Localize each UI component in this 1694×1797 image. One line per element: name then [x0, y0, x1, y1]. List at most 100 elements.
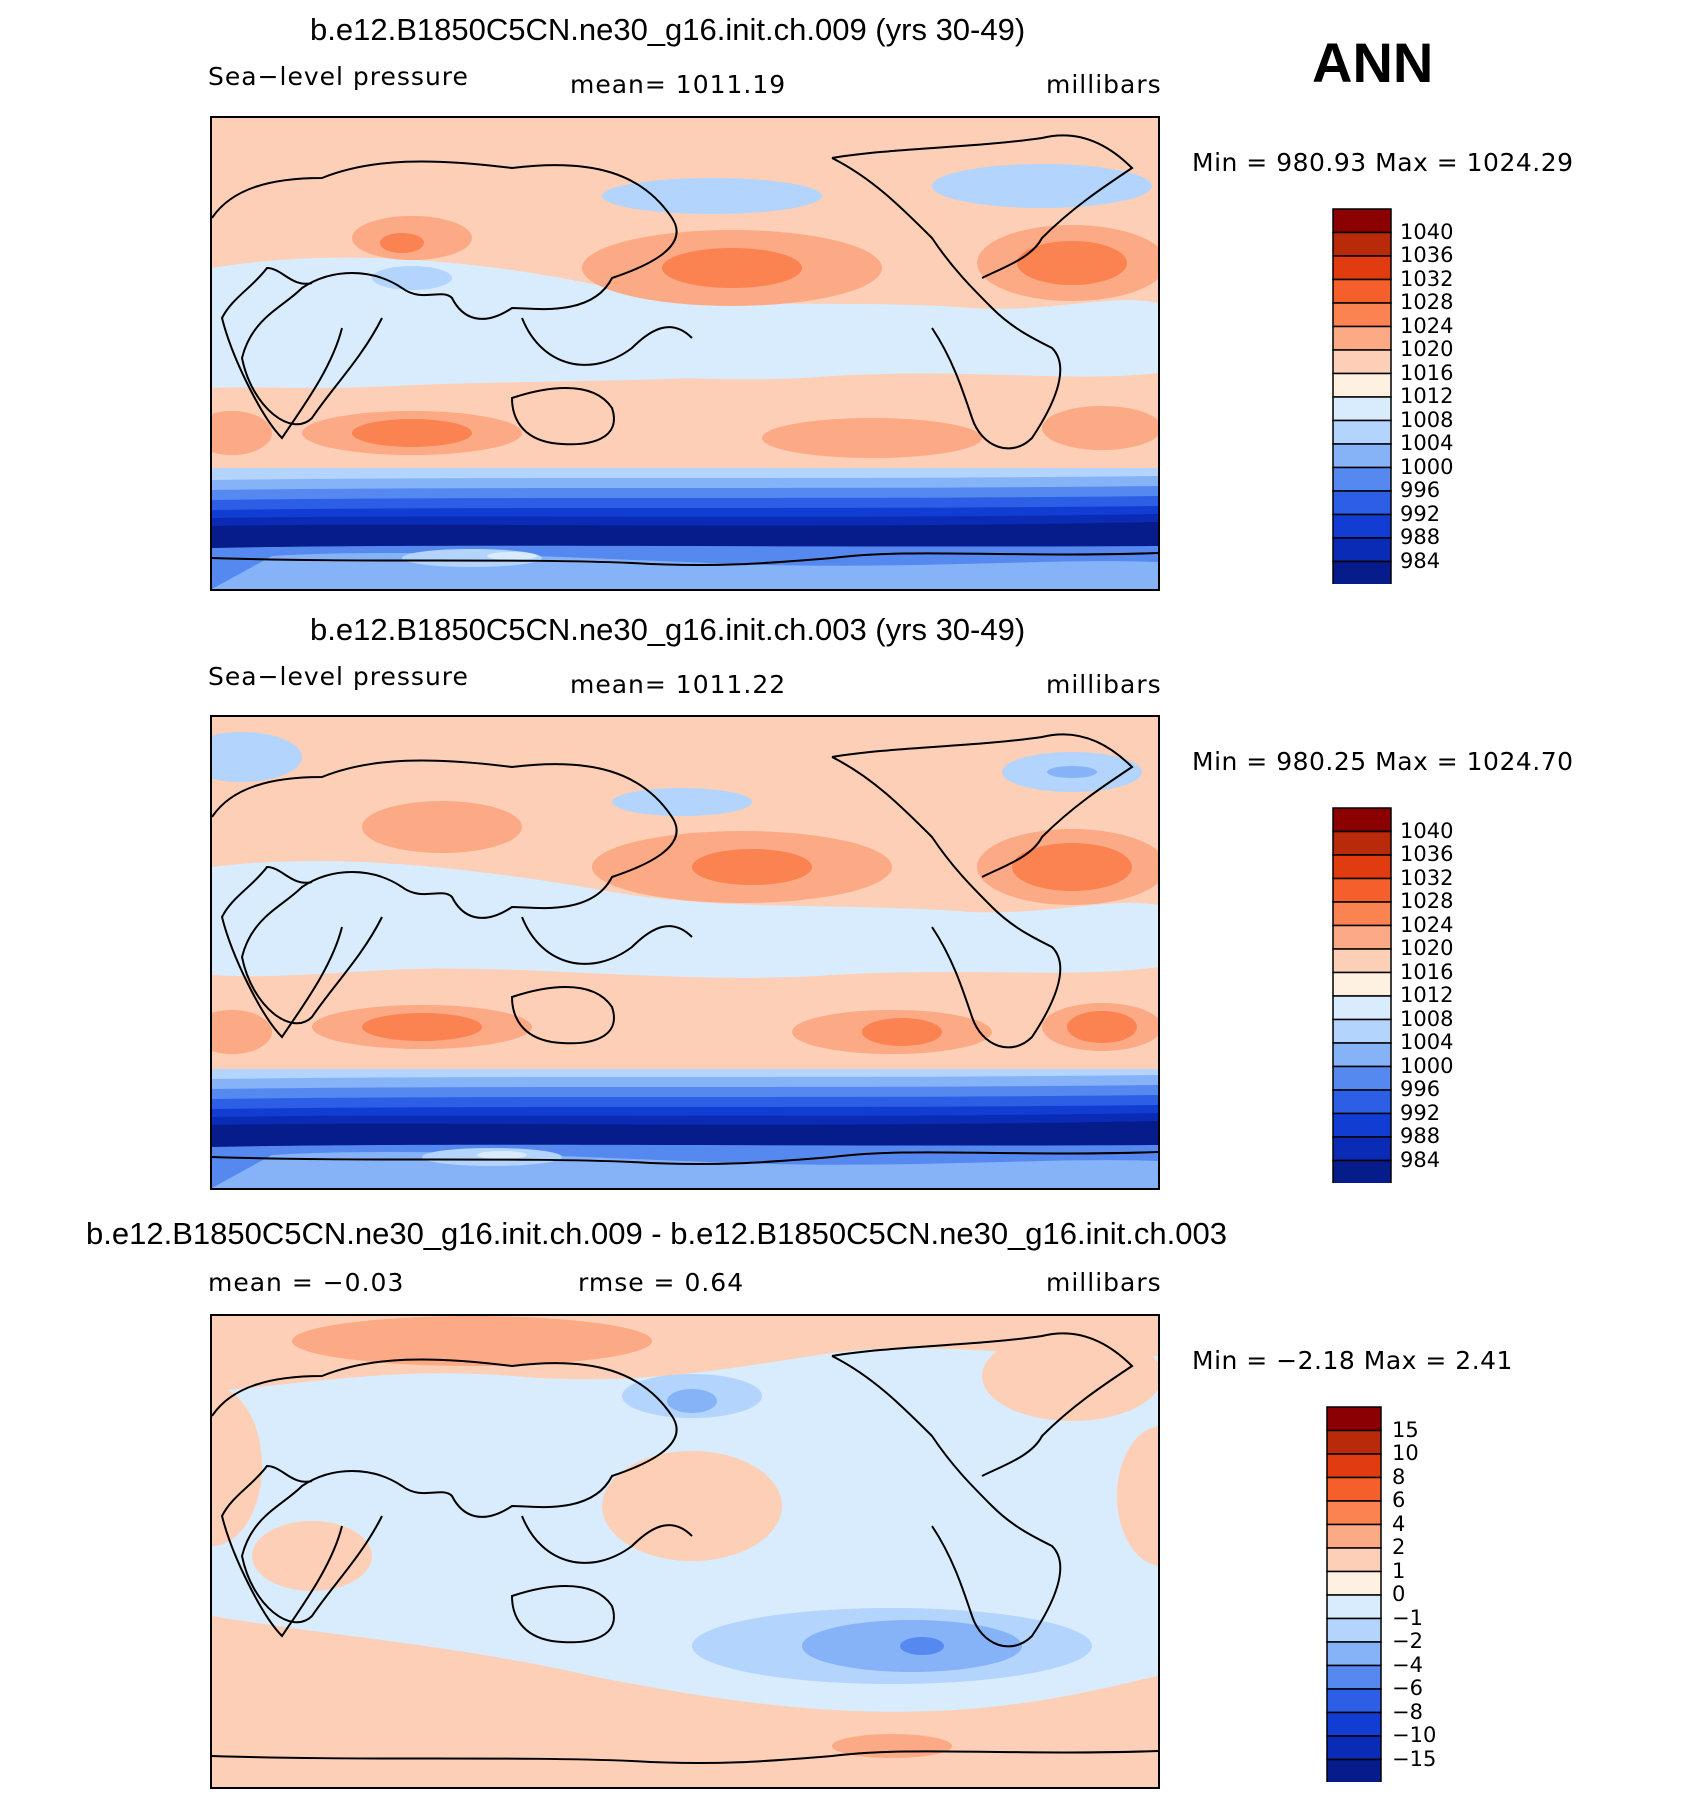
- colorbar-swatch: [1326, 1500, 1382, 1526]
- panel-3-rmse-label: rmse = 0.64: [578, 1268, 745, 1297]
- colorbar-tick-label: 1032: [1400, 865, 1454, 890]
- panel-3-map: [210, 1314, 1160, 1789]
- colorbar-tick-label: 1000: [1400, 454, 1454, 479]
- colorbar-tick-label: 0: [1392, 1582, 1406, 1606]
- colorbar-tick-label: 1040: [1400, 818, 1454, 843]
- colorbar-tick-label: 1032: [1400, 266, 1454, 291]
- colorbar-swatch: [1332, 349, 1392, 375]
- panel-1-colorbar: [1332, 208, 1392, 584]
- panel-2-variable-label: Sea−level pressure: [208, 662, 469, 691]
- colorbar-swatch: [1326, 1523, 1382, 1549]
- colorbar-swatch: [1332, 372, 1392, 398]
- colorbar-swatch: [1326, 1453, 1382, 1479]
- colorbar-swatch: [1332, 1089, 1392, 1115]
- colorbar-tick-label: 1020: [1400, 337, 1454, 361]
- panel-3-colorbar: [1326, 1406, 1386, 1782]
- panel-2-map: [210, 715, 1160, 1190]
- season-label: ANN: [1312, 31, 1434, 94]
- colorbar-tick-label: −2: [1392, 1629, 1423, 1653]
- colorbar-tick-label: 10: [1392, 1441, 1419, 1465]
- colorbar-swatch: [1332, 255, 1392, 281]
- colorbar-tick-label: 984: [1400, 548, 1441, 573]
- colorbar-swatch: [1332, 231, 1392, 257]
- colorbar-swatch: [1332, 513, 1392, 539]
- panel-1-colorbar-swatches: [1332, 208, 1392, 584]
- colorbar-tick-label: 996: [1400, 478, 1441, 502]
- colorbar-tick-label: 1008: [1400, 407, 1454, 432]
- colorbar-swatch: [1332, 877, 1392, 903]
- colorbar-tick-label: 6: [1392, 1488, 1406, 1512]
- panel-3-title: b.e12.B1850C5CN.ne30_g16.init.ch.009 - b…: [86, 1216, 1227, 1251]
- panel-2-colorbar-swatches: [1332, 807, 1392, 1183]
- colorbar-tick-label: 992: [1400, 1100, 1441, 1125]
- panel-2-colorbar: [1332, 807, 1392, 1183]
- panel-1-units-label: millibars: [1046, 70, 1162, 99]
- colorbar-tick-label: 1008: [1400, 1006, 1454, 1031]
- colorbar-swatch: [1326, 1594, 1382, 1620]
- colorbar-tick-label: 1024: [1400, 313, 1454, 338]
- colorbar-swatch: [1332, 854, 1392, 880]
- colorbar-swatch: [1326, 1758, 1382, 1782]
- colorbar-swatch: [1332, 490, 1392, 516]
- colorbar-tick-label: −8: [1392, 1699, 1423, 1724]
- colorbar-swatch: [1326, 1429, 1382, 1455]
- panel-2-mean-label: mean= 1011.22: [570, 670, 787, 699]
- colorbar-swatch: [1326, 1617, 1382, 1643]
- colorbar-tick-label: 4: [1392, 1511, 1406, 1536]
- colorbar-swatch: [1326, 1570, 1382, 1596]
- colorbar-tick-label: 1012: [1400, 384, 1454, 408]
- colorbar-swatch: [1332, 1042, 1392, 1068]
- panel-1-mean-label: mean= 1011.19: [570, 70, 787, 99]
- colorbar-swatch: [1332, 325, 1392, 351]
- panel-1-colorbar-labels: 1040 1036 1032 1028 1024 1020 1016 1012 1008 1004…: [1400, 208, 1520, 584]
- colorbar-swatch: [1332, 1136, 1392, 1162]
- colorbar-swatch: [1332, 208, 1392, 234]
- colorbar-tick-label: 1028: [1400, 889, 1454, 913]
- colorbar-swatch: [1326, 1711, 1382, 1737]
- panel-1-variable-label: Sea−level pressure: [208, 62, 469, 91]
- colorbar-tick-label: 1036: [1400, 842, 1454, 866]
- panel-2-title: b.e12.B1850C5CN.ne30_g16.init.ch.003 (yr…: [310, 612, 1026, 647]
- colorbar-swatch: [1332, 560, 1392, 584]
- colorbar-swatch: [1332, 1018, 1392, 1044]
- colorbar-tick-label: 1024: [1400, 912, 1454, 937]
- colorbar-swatch: [1332, 396, 1392, 422]
- colorbar-tick-label: 1016: [1400, 360, 1454, 385]
- colorbar-tick-label: 1004: [1400, 431, 1454, 455]
- panel-3-minmax: Min = −2.18 Max = 2.41: [1192, 1346, 1513, 1375]
- colorbar-swatch: [1326, 1547, 1382, 1573]
- colorbar-tick-label: 1036: [1400, 243, 1454, 267]
- colorbar-tick-label: 1020: [1400, 936, 1454, 960]
- colorbar-tick-label: −6: [1392, 1676, 1423, 1700]
- panel-1-map: [210, 116, 1160, 591]
- colorbar-swatch: [1332, 419, 1392, 445]
- colorbar-swatch: [1332, 1112, 1392, 1138]
- panel-2-colorbar-labels: 1040 1036 1032 1028 1024 1020 1016 1012 1008 1004…: [1400, 807, 1520, 1183]
- colorbar-tick-label: 984: [1400, 1147, 1441, 1172]
- colorbar-tick-label: 1016: [1400, 959, 1454, 984]
- colorbar-tick-label: −1: [1392, 1605, 1423, 1630]
- colorbar-tick-label: 992: [1400, 501, 1441, 526]
- colorbar-swatch: [1326, 1641, 1382, 1667]
- colorbar-tick-label: −4: [1392, 1652, 1423, 1677]
- colorbar-tick-label: 1040: [1400, 219, 1454, 244]
- panel-3-units-label: millibars: [1046, 1268, 1162, 1297]
- colorbar-swatch: [1332, 971, 1392, 997]
- colorbar-swatch: [1332, 1159, 1392, 1183]
- colorbar-tick-label: 1004: [1400, 1030, 1454, 1054]
- colorbar-swatch: [1326, 1735, 1382, 1761]
- colorbar-tick-label: 8: [1392, 1464, 1406, 1489]
- panel-1-minmax: Min = 980.93 Max = 1024.29: [1192, 148, 1574, 177]
- colorbar-swatch: [1332, 466, 1392, 492]
- panel-3-colorbar-labels: 15 10 8 6 4 2 1 0 −1 −2 −4 −6 −8 −10 −15: [1392, 1406, 1512, 1782]
- colorbar-tick-label: −10: [1392, 1723, 1437, 1747]
- panel-3-colorbar-swatches: [1326, 1406, 1382, 1782]
- colorbar-tick-label: 1028: [1400, 290, 1454, 314]
- colorbar-swatch: [1332, 995, 1392, 1021]
- panel-2-units-label: millibars: [1046, 670, 1162, 699]
- colorbar-swatch: [1332, 830, 1392, 856]
- colorbar-swatch: [1332, 948, 1392, 974]
- colorbar-swatch: [1332, 278, 1392, 304]
- colorbar-swatch: [1332, 302, 1392, 328]
- colorbar-tick-label: 1000: [1400, 1053, 1454, 1078]
